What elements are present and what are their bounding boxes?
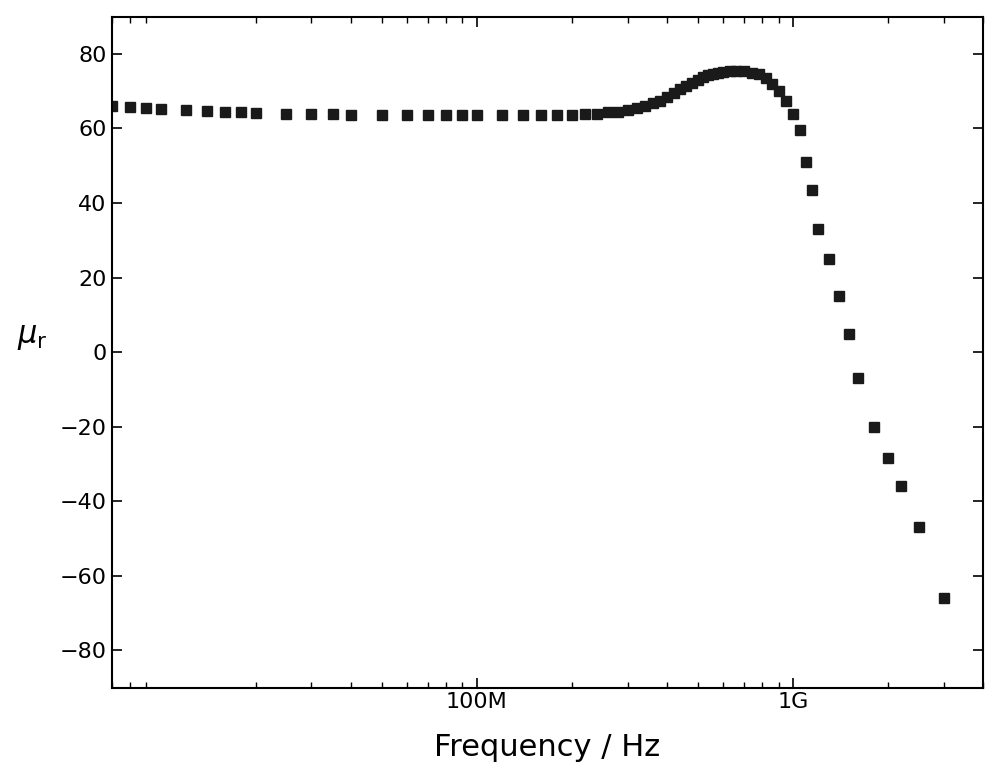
Y-axis label: $\mu_{\mathrm{r}}$: $\mu_{\mathrm{r}}$ xyxy=(17,323,47,352)
X-axis label: Frequency / Hz: Frequency / Hz xyxy=(434,733,661,763)
